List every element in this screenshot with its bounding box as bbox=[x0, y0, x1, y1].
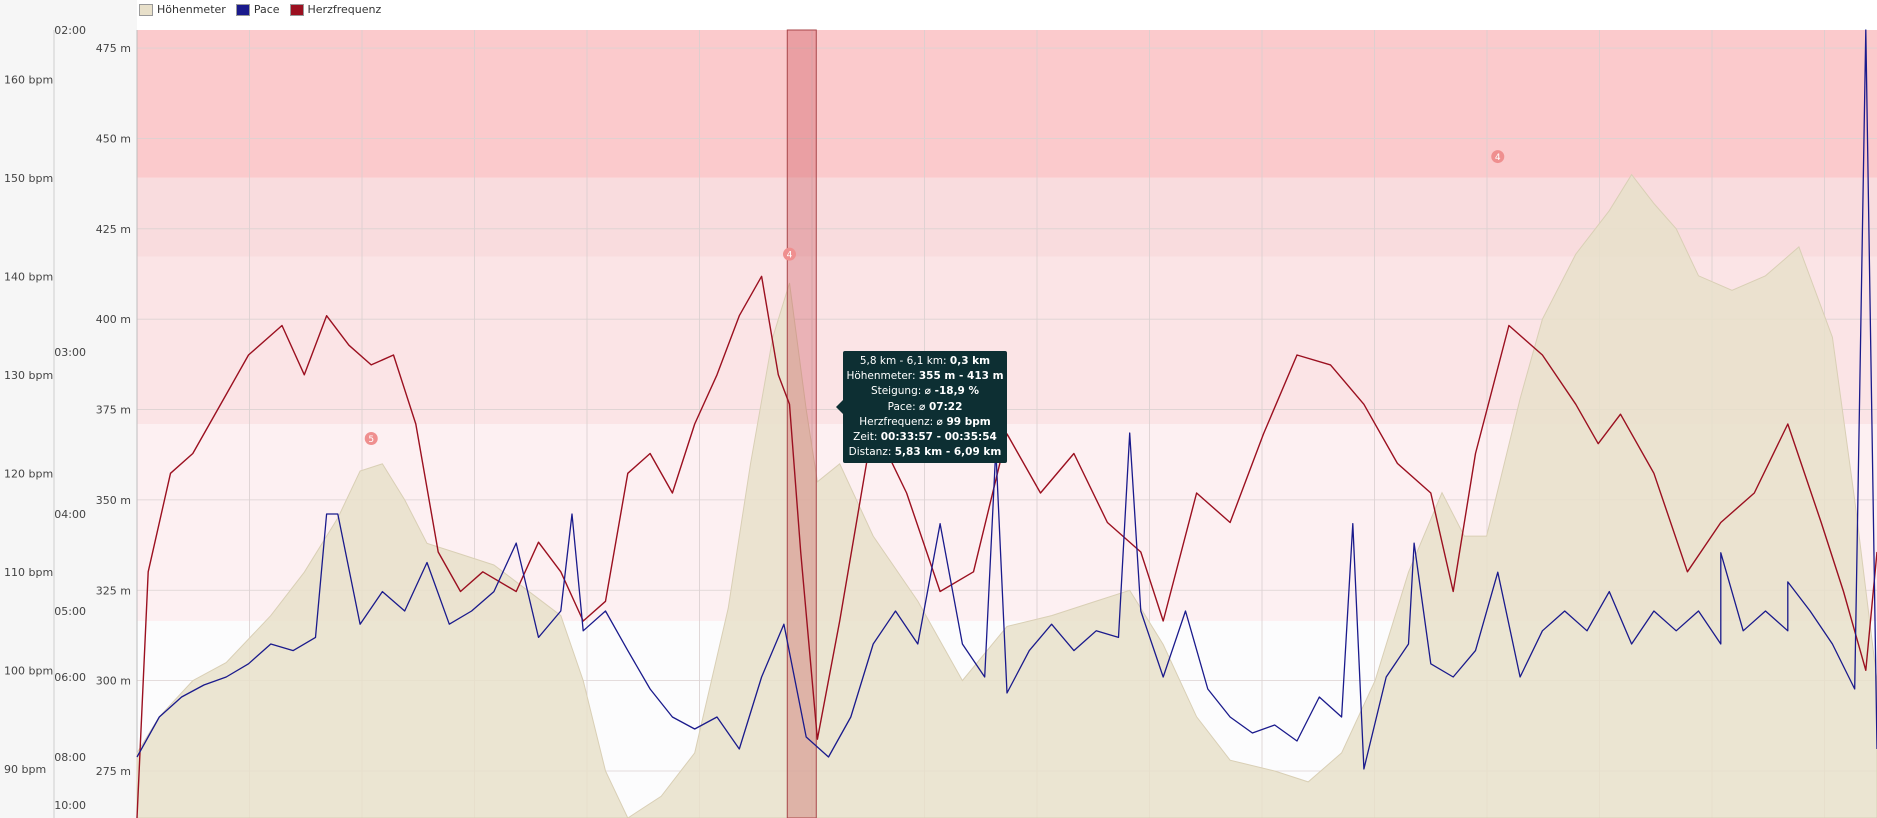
pace-tick-label: 04:00 bbox=[54, 508, 86, 521]
legend-label-heart-rate: Herzfrequenz bbox=[307, 3, 382, 16]
elevation-tick-label: 350 m bbox=[96, 494, 131, 507]
legend-item-heart-rate[interactable]: Herzfrequenz bbox=[289, 3, 382, 16]
marker-2 bbox=[1491, 150, 1505, 164]
legend: Höhenmeter Pace Herzfrequenz bbox=[139, 3, 381, 16]
tooltip: 5,8 km - 6,1 km: 0,3 km Höhenmeter: 355 … bbox=[836, 351, 1007, 463]
selection-band bbox=[786, 29, 817, 818]
legend-label-elevation: Höhenmeter bbox=[157, 3, 226, 16]
tooltip-row-heart-rate: Herzfrequenz: ⌀ 99 bpm bbox=[859, 415, 991, 428]
hr-tick-label: 90 bpm bbox=[4, 763, 46, 776]
hr-tick-label: 110 bpm bbox=[4, 566, 53, 579]
legend-item-pace[interactable]: Pace bbox=[235, 3, 280, 16]
tooltip-row-slope: Steigung: ⌀ -18,9 % bbox=[870, 385, 980, 398]
hr-tick-label: 150 bpm bbox=[4, 172, 53, 185]
legend-strip bbox=[137, 0, 1877, 30]
elevation-tick-label: 425 m bbox=[96, 223, 131, 236]
hr-tick-label: 130 bpm bbox=[4, 369, 53, 382]
tooltip-row-distance: Distanz: 5,83 km - 6,09 km bbox=[848, 446, 1002, 459]
legend-swatch-elevation bbox=[139, 3, 153, 16]
hr-tick-label: 120 bpm bbox=[4, 467, 53, 480]
tooltip-row-elevation: Höhenmeter: 355 m - 413 m bbox=[846, 370, 1004, 383]
elevation-tick-label: 375 m bbox=[96, 404, 131, 417]
marker-label-1: 4 bbox=[787, 251, 793, 261]
marker-1 bbox=[783, 247, 796, 261]
hr-tick-label: 140 bpm bbox=[4, 270, 53, 283]
elevation-tick-label: 275 m bbox=[96, 765, 131, 778]
legend-swatch-pace bbox=[235, 3, 250, 16]
legend-swatch-heart-rate bbox=[289, 3, 304, 16]
legend-item-elevation[interactable]: Höhenmeter bbox=[139, 3, 226, 16]
marker-label-2: 4 bbox=[1495, 153, 1501, 163]
elevation-tick-label: 300 m bbox=[96, 675, 131, 688]
pace-tick-label: 06:00 bbox=[54, 671, 86, 684]
pace-tick-label: 05:00 bbox=[54, 605, 86, 618]
pace-tick-label: 10:00 bbox=[54, 799, 86, 812]
hr-tick-label: 160 bpm bbox=[4, 73, 53, 86]
marker-0 bbox=[364, 432, 378, 446]
hr-zone-4 bbox=[137, 30, 1877, 178]
elevation-tick-label: 400 m bbox=[96, 313, 131, 326]
pace-tick-label: 02:00 bbox=[54, 24, 86, 37]
pace-tick-label: 03:00 bbox=[54, 346, 86, 359]
hr-tick-label: 100 bpm bbox=[4, 664, 53, 677]
elevation-tick-label: 450 m bbox=[96, 132, 131, 145]
tooltip-row-range: 5,8 km - 6,1 km: 0,3 km bbox=[859, 355, 991, 367]
tooltip-row-pace: Pace: ⌀ 07:22 bbox=[887, 400, 963, 413]
tooltip-row-time: Zeit: 00:33:57 - 00:35:54 bbox=[853, 431, 997, 444]
series-pace-line bbox=[136, 29, 1877, 770]
axis-strip bbox=[0, 0, 137, 818]
legend-label-pace: Pace bbox=[253, 3, 280, 16]
series-elevation-area bbox=[136, 173, 1877, 818]
elevation-tick-label: 475 m bbox=[96, 42, 131, 55]
elevation-tick-label: 325 m bbox=[96, 584, 131, 597]
pace-tick-label: 08:00 bbox=[54, 751, 86, 764]
marker-label-0: 5 bbox=[368, 435, 374, 445]
